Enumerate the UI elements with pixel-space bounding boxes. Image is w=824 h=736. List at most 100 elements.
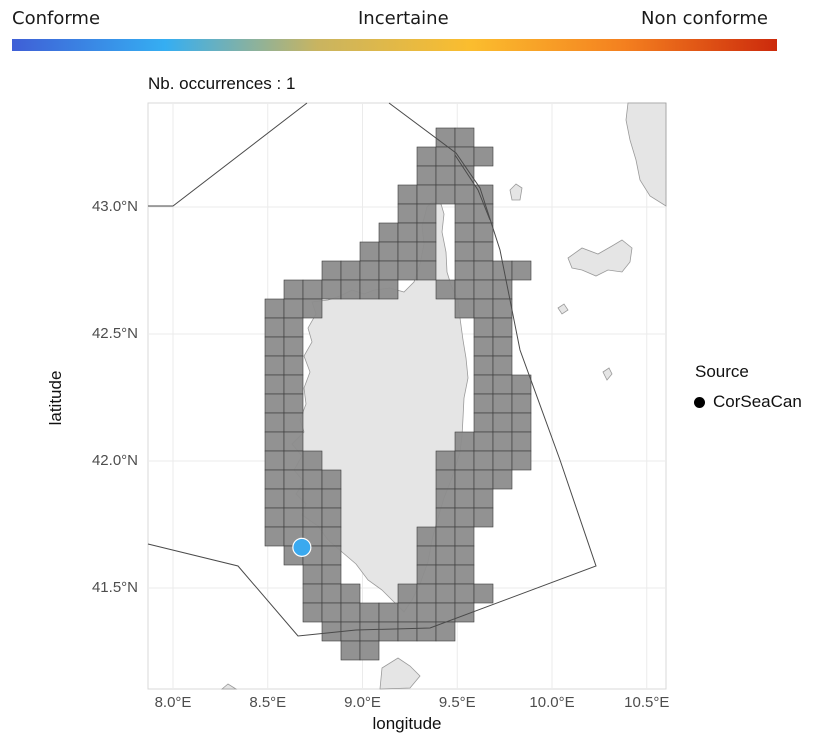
grid-cell bbox=[454, 260, 475, 281]
grid-cell bbox=[283, 469, 304, 490]
grid-cell bbox=[283, 355, 304, 376]
grid-cell bbox=[340, 260, 361, 281]
grid-cell bbox=[416, 602, 437, 623]
grid-cell bbox=[435, 450, 456, 471]
grid-cell bbox=[359, 602, 380, 623]
grid-cell bbox=[511, 374, 532, 395]
boundary-lines bbox=[147, 102, 597, 637]
scale-label-incertaine: Incertaine bbox=[358, 8, 449, 29]
occurrence-point bbox=[292, 537, 312, 557]
legend-item-corseacan: CorSeaCan bbox=[694, 392, 802, 412]
grid-cell bbox=[454, 298, 475, 319]
grid-cell bbox=[340, 583, 361, 604]
grid-cell bbox=[473, 298, 494, 319]
grid-cell bbox=[454, 222, 475, 243]
sardinia-coast bbox=[379, 657, 421, 690]
grid-cell bbox=[454, 450, 475, 471]
grid-cell bbox=[511, 431, 532, 452]
grid-cell bbox=[473, 260, 494, 281]
grid-cell bbox=[416, 184, 437, 205]
grid-cell bbox=[492, 469, 513, 490]
grid-cell bbox=[473, 317, 494, 338]
grid-cell bbox=[416, 222, 437, 243]
grid-cell bbox=[454, 469, 475, 490]
grid-cell bbox=[492, 336, 513, 357]
grid-cell bbox=[283, 507, 304, 528]
grid-cell bbox=[511, 412, 532, 433]
x-tick-label: 8.5°E bbox=[249, 694, 287, 711]
grid-cell bbox=[264, 488, 285, 509]
grid-cell bbox=[492, 298, 513, 319]
grid-cell bbox=[435, 507, 456, 528]
grid-cell bbox=[283, 488, 304, 509]
grid-cell bbox=[264, 374, 285, 395]
grid-cell bbox=[473, 488, 494, 509]
grid-cell bbox=[359, 621, 380, 642]
pianosa-island bbox=[557, 303, 569, 315]
grid-cell bbox=[435, 488, 456, 509]
grid-cell bbox=[454, 507, 475, 528]
grid-cell bbox=[416, 203, 437, 224]
grid-cell bbox=[264, 355, 285, 376]
grid-cell bbox=[378, 241, 399, 262]
grid-cell bbox=[454, 564, 475, 585]
grid-cell bbox=[302, 279, 323, 300]
sampling-grid bbox=[264, 127, 532, 661]
grid-cell bbox=[416, 545, 437, 566]
grid-cell bbox=[340, 602, 361, 623]
grid-cell bbox=[321, 583, 342, 604]
grid-cell bbox=[359, 241, 380, 262]
grid-cell bbox=[302, 564, 323, 585]
y-tick-label: 43.0°N bbox=[91, 198, 138, 215]
grid-cell bbox=[492, 374, 513, 395]
grid-cell bbox=[473, 355, 494, 376]
y-tick-label: 42.5°N bbox=[91, 325, 138, 342]
grid-cell bbox=[473, 374, 494, 395]
grid-cell bbox=[321, 602, 342, 623]
grid-cell bbox=[416, 526, 437, 547]
grid-cell bbox=[473, 583, 494, 604]
grid-cell bbox=[454, 184, 475, 205]
grid-cell bbox=[302, 507, 323, 528]
grid-cell bbox=[397, 583, 418, 604]
scale-label-non-conforme: Non conforme bbox=[641, 8, 768, 29]
grid-cell bbox=[321, 260, 342, 281]
grid-cell bbox=[473, 222, 494, 243]
grid-cell bbox=[321, 545, 342, 566]
grid-cell bbox=[454, 279, 475, 300]
grid-cell bbox=[473, 336, 494, 357]
grid-cell bbox=[283, 279, 304, 300]
grid-cell bbox=[283, 393, 304, 414]
grid-cell bbox=[454, 583, 475, 604]
grid-cell bbox=[416, 260, 437, 281]
scale-label-conforme: Conforme bbox=[12, 8, 101, 29]
grid-cell bbox=[473, 450, 494, 471]
grid-cell bbox=[492, 431, 513, 452]
grid-cell bbox=[283, 450, 304, 471]
grid-cell bbox=[435, 469, 456, 490]
grid-cell bbox=[302, 450, 323, 471]
grid-cell bbox=[321, 279, 342, 300]
grid-cell bbox=[283, 317, 304, 338]
montecristo-island bbox=[602, 367, 613, 381]
grid-cell bbox=[416, 241, 437, 262]
grid-cell bbox=[416, 146, 437, 167]
grid-cell bbox=[454, 203, 475, 224]
grid-cell bbox=[454, 488, 475, 509]
grid-cell bbox=[302, 469, 323, 490]
maritime-boundary bbox=[147, 102, 597, 637]
maritime-boundary bbox=[148, 102, 308, 207]
grid-cell bbox=[378, 260, 399, 281]
legend-item-label: CorSeaCan bbox=[713, 392, 802, 411]
grid-cell bbox=[435, 279, 456, 300]
grid-cell bbox=[283, 298, 304, 319]
grid-cell bbox=[435, 545, 456, 566]
grid-cell bbox=[378, 279, 399, 300]
grid-cell bbox=[321, 526, 342, 547]
elba-island bbox=[567, 239, 633, 277]
grid-cell bbox=[454, 545, 475, 566]
grid-cell bbox=[473, 146, 494, 167]
grid-cell bbox=[435, 165, 456, 186]
grid-cell bbox=[340, 640, 361, 661]
